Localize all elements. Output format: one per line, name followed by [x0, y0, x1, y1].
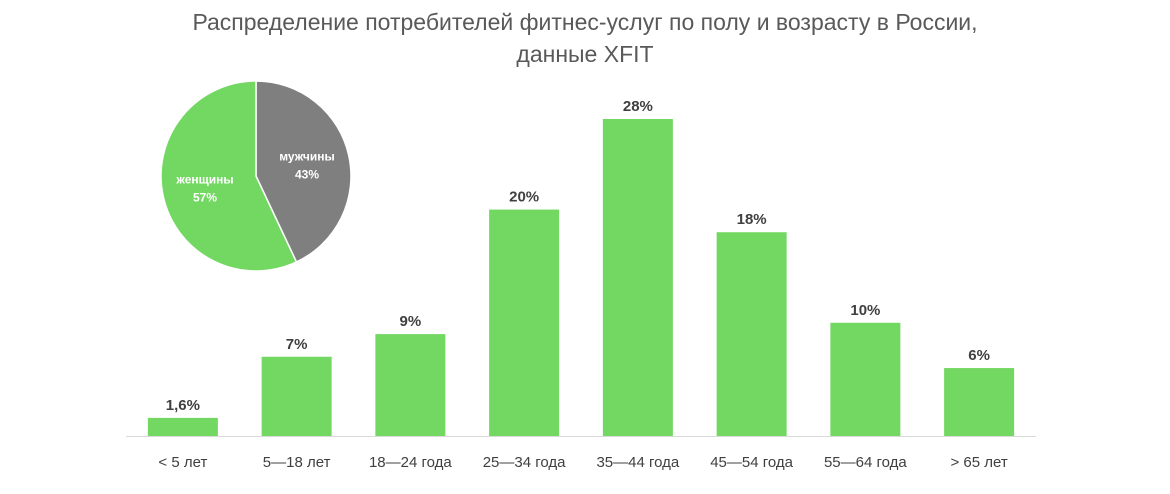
category-label-1: < 5 лет	[158, 454, 207, 471]
bar-7	[830, 322, 901, 436]
bar-5	[602, 119, 673, 436]
data-label-5: 28%	[623, 98, 653, 115]
pie-slice-2	[160, 80, 298, 272]
data-label-6: 18%	[737, 211, 767, 228]
category-label-3: 18—24 года	[369, 454, 452, 471]
bar-8	[944, 368, 1015, 436]
data-label-1: 1,6%	[166, 397, 200, 414]
category-label-2: 5—18 лет	[263, 454, 331, 471]
category-label-7: 55—64 года	[824, 454, 907, 471]
data-label-7: 10%	[850, 302, 880, 319]
pie-label-1: мужчины	[279, 150, 335, 164]
category-label-5: 35—44 года	[596, 454, 679, 471]
bar-4	[489, 209, 560, 436]
pie-value-1: 43%	[295, 168, 319, 182]
bar-6	[716, 232, 787, 436]
data-label-3: 9%	[400, 313, 422, 330]
bar-2	[261, 356, 332, 436]
pie-slice-1	[255, 80, 352, 263]
data-label-8: 6%	[968, 347, 990, 364]
bar-3	[375, 334, 446, 436]
chart-title-line-2: данные XFIT	[516, 41, 654, 67]
pie-value-2: 57%	[193, 190, 217, 204]
category-label-6: 45—54 года	[710, 454, 793, 471]
data-label-2: 7%	[286, 336, 308, 353]
pie-label-2: женщины	[175, 172, 233, 186]
category-label-4: 25—34 года	[483, 454, 566, 471]
chart-title-line-1: Распределение потребителей фитнес-услуг …	[192, 9, 978, 35]
bar-1	[147, 417, 218, 436]
category-label-8: > 65 лет	[951, 454, 1008, 471]
data-label-4: 20%	[509, 189, 539, 206]
